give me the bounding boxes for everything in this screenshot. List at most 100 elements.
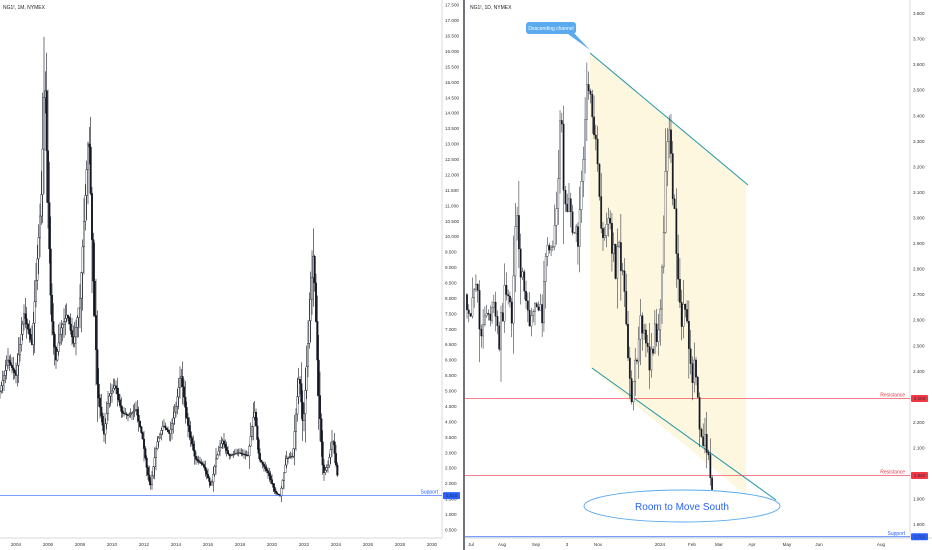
- right-candle-body: [668, 129, 671, 142]
- right-candle-body: [682, 304, 685, 327]
- left-candle-body: [181, 376, 184, 388]
- left-candle-body: [304, 390, 307, 415]
- right-candle-body: [627, 323, 629, 359]
- right-support-price-tag-text: 1.752: [914, 534, 926, 539]
- left-candle-body: [265, 468, 268, 472]
- right-candle-body: [643, 329, 646, 334]
- right-candle-body: [603, 235, 606, 238]
- left-candle-body: [77, 307, 80, 318]
- left-candle-body: [81, 246, 84, 273]
- left-candle-body: [74, 327, 77, 338]
- left-candle-body: [299, 379, 302, 384]
- right-candle-body: [614, 244, 617, 279]
- left-x-tick-label: 2026: [363, 542, 374, 547]
- left-candle-body: [189, 431, 192, 439]
- right-candle-body: [496, 316, 499, 327]
- left-candle-body: [29, 334, 32, 340]
- left-candle-body: [186, 417, 189, 426]
- left-candle-body: [73, 336, 76, 344]
- left-candle-body: [16, 365, 19, 376]
- right-candle-body: [510, 301, 513, 324]
- right-x-tick-label: Apr: [748, 542, 756, 547]
- left-candle-body: [301, 401, 304, 421]
- right-candle-body: [582, 159, 585, 182]
- left-y-tick-label: 15.000: [445, 80, 459, 85]
- right-x-tick-label: Jul: [468, 542, 474, 547]
- right-candle-body: [541, 304, 544, 324]
- right-candle-body: [475, 284, 477, 290]
- left-x-tick-label: 2022: [299, 542, 310, 547]
- right-candle-body: [566, 203, 569, 212]
- right-candle-body: [516, 215, 518, 227]
- left-candle-body: [178, 377, 181, 388]
- right-candle-body: [711, 477, 713, 490]
- left-candle-body: [133, 410, 136, 412]
- left-candle-body: [176, 396, 179, 407]
- right-candle-body: [680, 302, 683, 327]
- room-to-move-south-annotation[interactable]: Room to Move South: [583, 489, 781, 523]
- right-candle-body: [548, 245, 551, 251]
- right-candle-body: [578, 209, 581, 247]
- left-y-tick-label: 12.500: [445, 157, 459, 162]
- right-candle-body: [695, 359, 697, 378]
- right-candle-body: [559, 120, 561, 179]
- left-candle-body: [300, 383, 303, 403]
- right-candle-body: [677, 253, 680, 280]
- callout-box[interactable]: [526, 22, 576, 34]
- right-candle-body: [636, 359, 638, 362]
- right-candle-body: [494, 301, 497, 317]
- left-candle-body: [204, 466, 207, 471]
- right-price-axis: 1.8001.9002.0002.1002.2002.3002.4002.500…: [913, 11, 925, 527]
- right-candle-body: [659, 308, 662, 331]
- right-candle-body: [619, 242, 622, 271]
- left-candle-body: [308, 320, 311, 344]
- left-candle-body: [317, 359, 320, 396]
- left-candle-body: [287, 457, 290, 459]
- right-candle-body: [623, 270, 626, 292]
- left-candle-body: [205, 470, 208, 475]
- left-time-axis: 2004 2006 2008 2010 2012 2014 2016 2018 2020 2022…: [11, 542, 438, 547]
- left-candle-body: [190, 437, 193, 445]
- right-candle-body: [670, 129, 672, 154]
- left-candle-body: [268, 472, 271, 477]
- right-candle-body: [686, 309, 688, 322]
- south-ellipse[interactable]: [583, 489, 781, 523]
- left-candle-body: [297, 379, 300, 397]
- right-candle-body: [650, 348, 653, 371]
- right-support-price-tag: [911, 533, 928, 541]
- left-x-tick-label: 2024: [331, 542, 342, 547]
- left-candle-body: [174, 406, 177, 413]
- right-candle-body: [657, 329, 660, 342]
- left-candle-body: [137, 415, 140, 422]
- left-candle-body: [148, 474, 151, 482]
- left-candle-body: [121, 411, 124, 414]
- left-candle-body: [61, 324, 64, 329]
- left-candle-body: [201, 463, 204, 465]
- right-candle-body: [507, 294, 510, 297]
- left-x-tick-label: 2004: [11, 542, 22, 547]
- left-candle-body: [59, 334, 62, 344]
- left-candle-body: [269, 475, 272, 480]
- left-candle-body: [104, 423, 107, 435]
- left-x-tick-label: 2014: [171, 542, 182, 547]
- channel-lower-trendline[interactable]: [591, 367, 777, 501]
- left-candle-body: [35, 280, 38, 302]
- left-y-tick-label: 10.000: [445, 234, 459, 239]
- left-candle-body: [309, 298, 312, 321]
- left-candle-body: [66, 314, 69, 318]
- left-candle-body: [256, 425, 259, 440]
- left-candle-body: [45, 90, 48, 152]
- right-y-tick-label: 3.600: [913, 62, 925, 67]
- left-candle-body: [20, 334, 23, 345]
- right-candle-body: [589, 90, 592, 95]
- left-y-tick-label: 14.500: [445, 95, 459, 100]
- right-candle-body: [671, 153, 674, 200]
- descending-channel-callout[interactable]: Descending channel: [526, 22, 590, 50]
- right-candle-body: [709, 454, 712, 479]
- left-y-tick-label: 7.000: [445, 327, 457, 332]
- left-y-tick-label: 14.000: [445, 111, 459, 116]
- left-y-tick-label: 3.000: [445, 450, 457, 455]
- right-candle-body: [568, 198, 570, 212]
- left-candle-body: [328, 457, 331, 466]
- left-candle-body: [160, 430, 163, 435]
